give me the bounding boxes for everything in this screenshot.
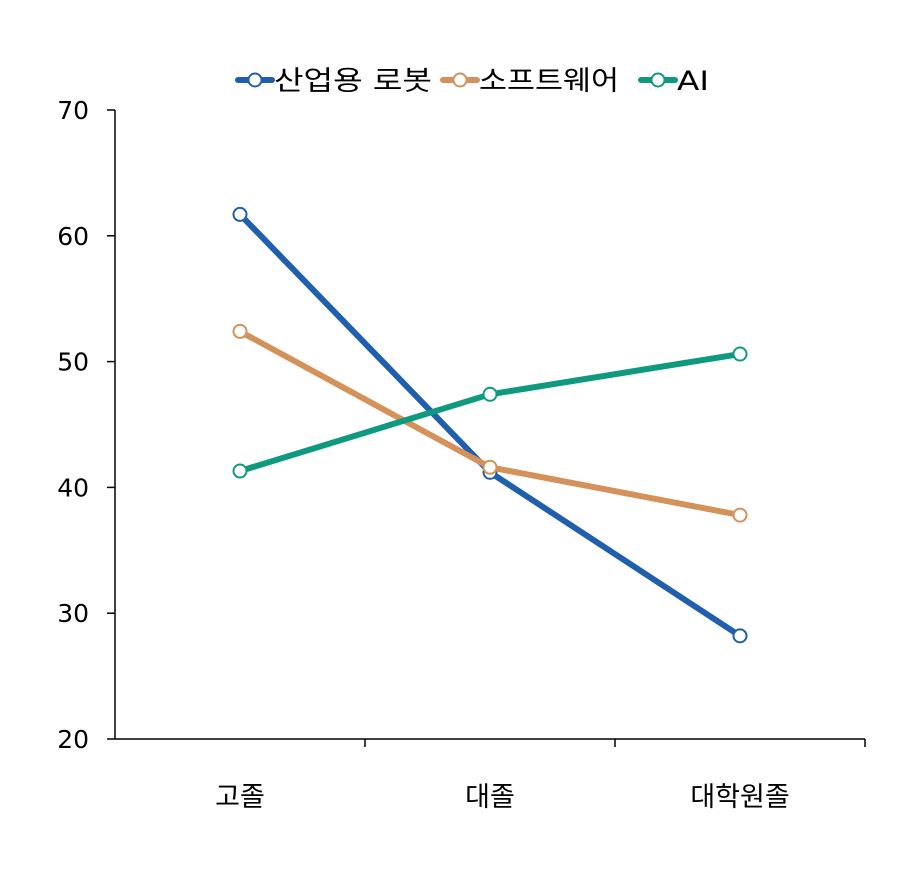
data-point (232, 323, 248, 339)
legend-label: 산업용 로봇 (274, 66, 432, 97)
legend-marker (650, 72, 666, 88)
legend-item: 소프트웨어 (440, 66, 619, 97)
data-point (732, 628, 748, 644)
series-line (237, 328, 743, 519)
data-point (732, 346, 748, 362)
y-tick-label: 20 (57, 725, 89, 754)
series-2 (232, 346, 748, 479)
y-tick-label: 50 (57, 348, 89, 377)
data-point (482, 386, 498, 402)
y-tick-label: 30 (57, 599, 89, 628)
data-point (232, 206, 248, 222)
legend: 산업용 로봇 소프트웨어 AI (235, 66, 709, 97)
series-line (237, 211, 743, 639)
legend-item: 산업용 로봇 (235, 66, 432, 97)
data-point (732, 507, 748, 523)
legend-item: AI (638, 66, 709, 97)
data-point (232, 463, 248, 479)
legend-marker (247, 72, 263, 88)
y-tick-label: 40 (57, 473, 89, 502)
data-point (482, 459, 498, 475)
x-tick-label: 고졸 (215, 782, 265, 813)
y-tick-label: 70 (57, 96, 89, 125)
legend-label: AI (677, 66, 709, 97)
x-tick-label: 대졸 (465, 782, 515, 813)
series-1 (232, 323, 748, 523)
series-layer (232, 206, 748, 644)
legend-marker (452, 72, 468, 88)
axes: 20 30 40 50 60 70 고졸 대졸 대학원졸 (57, 96, 866, 813)
y-tick-label: 60 (57, 222, 89, 251)
series-0 (232, 206, 748, 644)
x-tick-label: 대학원졸 (690, 782, 789, 813)
legend-label: 소프트웨어 (479, 66, 619, 97)
